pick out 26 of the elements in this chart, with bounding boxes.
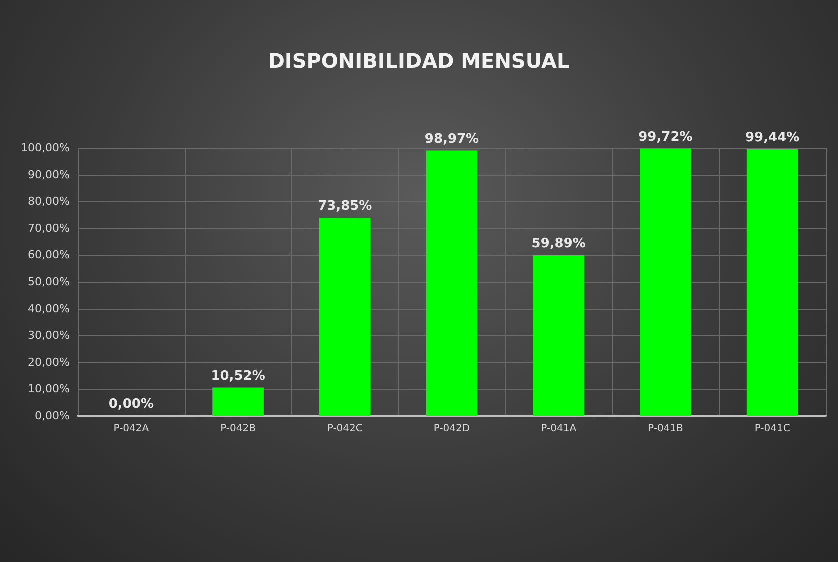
y-tick-label: 90,00%: [28, 168, 70, 182]
x-tick-label: P-042A: [114, 424, 150, 434]
x-tick-label: P-042C: [327, 424, 363, 434]
y-tick-label: 10,00%: [28, 382, 70, 396]
y-tick-label: 60,00%: [28, 248, 70, 262]
x-tick-label: P-041A: [541, 424, 577, 434]
data-label: 98,97%: [424, 132, 480, 147]
y-tick-label: 70,00%: [28, 222, 70, 235]
y-tick-label: 20,00%: [28, 356, 70, 369]
y-tick-label: 0,00%: [35, 410, 70, 422]
y-tick-label: 100,00%: [21, 142, 70, 154]
chart-title: DISPONIBILIDAD MENSUAL: [268, 49, 570, 73]
y-tick-label: 30,00%: [28, 329, 70, 342]
data-label: 59,89%: [532, 236, 586, 252]
data-label: 0,00%: [108, 397, 154, 412]
data-label: 73,85%: [318, 199, 372, 214]
y-tick-label: 80,00%: [28, 195, 70, 208]
y-tick-label: 40,00%: [28, 302, 70, 316]
x-tick-label: P-042B: [220, 424, 256, 434]
y-tick-label: 50,00%: [28, 276, 70, 288]
data-label: 99,72%: [638, 130, 693, 145]
x-tick-label: P-042D: [434, 424, 470, 434]
data-label: 99,44%: [745, 130, 800, 146]
x-tick-label: P-041C: [754, 424, 790, 434]
x-tick-label: P-041B: [648, 424, 684, 434]
data-label: 10,52%: [211, 368, 266, 384]
